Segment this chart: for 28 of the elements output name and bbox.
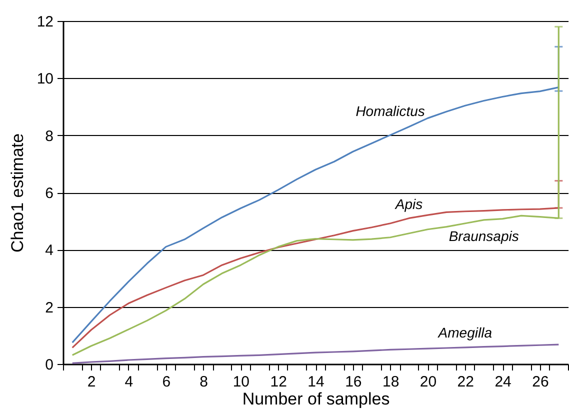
y-tick-label: 2 (45, 299, 54, 316)
line-series (72, 86, 560, 344)
x-tick-label: 8 (200, 374, 208, 390)
x-tick-label: 14 (308, 374, 324, 390)
y-tick-label: 8 (45, 128, 54, 145)
x-tick-label: 26 (532, 374, 549, 390)
x-tick-label: 24 (494, 374, 512, 390)
x-tick-label: 10 (232, 374, 250, 390)
x-tick-label: 2 (87, 374, 96, 390)
y-tick-label: 0 (45, 356, 54, 374)
y-axis-title: Chao1 estimate (8, 133, 27, 253)
x-tick-label: 20 (420, 374, 437, 390)
series-label: Amegilla (437, 324, 492, 340)
y-tick-label: 10 (36, 70, 54, 88)
x-tick-label: 22 (457, 374, 474, 390)
x-tick-label: 6 (162, 374, 171, 390)
y-tick-label: 6 (45, 185, 54, 202)
y-tick-label: 12 (36, 14, 54, 30)
x-axis-title: Number of samples (242, 390, 390, 408)
line-series (72, 344, 560, 364)
x-tick-label: 4 (124, 374, 134, 390)
x-tick-label: 18 (382, 374, 400, 390)
y-tick-label: 4 (45, 242, 54, 260)
x-tick-label: 16 (345, 374, 362, 390)
series-label: Homalictus (356, 103, 425, 120)
x-tick-label: 12 (270, 374, 287, 390)
series-label: Apis (394, 196, 423, 212)
series-label: Braunsapis (448, 228, 519, 244)
